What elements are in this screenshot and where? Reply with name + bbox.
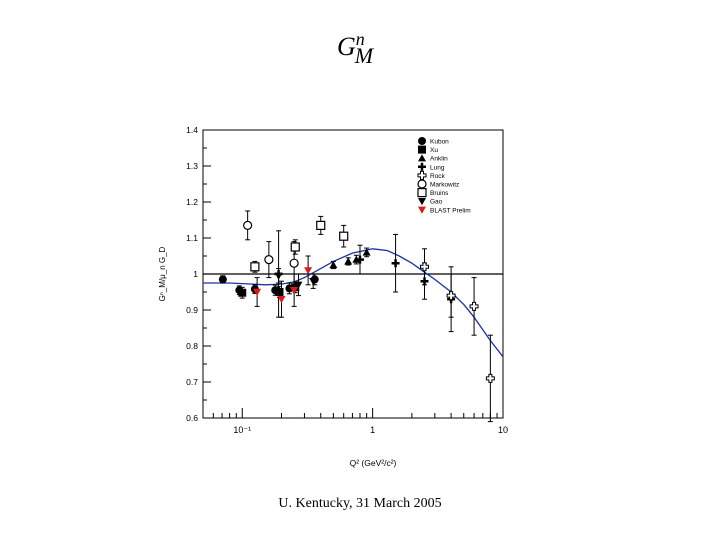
data-point — [250, 262, 260, 272]
title-main: G — [336, 32, 356, 61]
gm-n-chart: 0.6 0.7 0.8 0.9 1 1.1 1.2 1.3 1.4 10⁻¹ 1 10 Q² (GeV²… — [158, 125, 508, 468]
x-tick-label: 10⁻¹ — [233, 425, 251, 435]
legend-entry: Gao — [430, 199, 443, 206]
data-point — [218, 275, 227, 284]
legend-entry: Bruins — [430, 190, 449, 197]
data-point — [304, 267, 313, 275]
data-point — [329, 261, 338, 269]
data-point — [289, 258, 299, 268]
data-point — [391, 259, 400, 268]
legend-marker — [418, 137, 426, 145]
data-point — [469, 301, 479, 311]
data-point — [316, 220, 326, 231]
slide-title: GnM — [300, 29, 420, 68]
y-tick-label: 1.3 — [186, 161, 198, 171]
y-tick-label: 0.6 — [186, 413, 198, 423]
title-subscript: M — [354, 43, 374, 68]
legend-entry: Rock — [430, 173, 446, 180]
data-point — [420, 262, 430, 272]
legend-marker — [418, 154, 426, 162]
data-point — [238, 288, 247, 297]
data-point — [253, 288, 262, 296]
x-tick-label: 10 — [498, 425, 508, 435]
legend-marker — [418, 206, 426, 214]
y-tick-label: 1.4 — [186, 125, 198, 135]
title-superscript: n — [355, 29, 365, 49]
legend-marker — [418, 198, 426, 206]
data-point — [275, 288, 284, 296]
data-point — [446, 291, 456, 301]
legend-entry: Kubon — [430, 139, 449, 146]
data-point — [485, 373, 495, 383]
data-point — [290, 287, 299, 295]
x-axis-label: Q² (GeV²/c²) — [350, 458, 397, 468]
y-tick-label: 0.7 — [186, 377, 198, 387]
data-point — [294, 281, 303, 289]
data-point — [264, 255, 274, 265]
data-point — [344, 257, 353, 265]
y-tick-label: 1.2 — [186, 197, 198, 207]
slide-footer: U. Kentucky, 31 March 2005 — [278, 496, 442, 511]
legend-entry: Markowitz — [430, 182, 459, 189]
legend-marker — [417, 187, 427, 198]
data-point — [277, 296, 286, 304]
data-point — [274, 272, 283, 280]
data-point — [339, 231, 349, 241]
legend-marker — [417, 179, 427, 189]
data-point — [362, 248, 371, 256]
fit-curve — [203, 248, 504, 358]
y-axis-label: Gⁿ_M/μ_n G_D — [158, 246, 167, 301]
data-point — [290, 242, 300, 252]
y-tick-label: 1 — [193, 269, 198, 279]
y-tick-label: 1.1 — [186, 233, 198, 243]
legend-entry: Xu — [430, 147, 438, 154]
legend-marker — [417, 170, 427, 180]
x-tick-label: 1 — [370, 425, 375, 435]
data-point — [355, 255, 364, 264]
legend-marker — [418, 162, 426, 171]
y-tick-label: 0.8 — [186, 341, 198, 351]
y-tick-label: 0.9 — [186, 305, 198, 315]
data-point — [309, 278, 318, 286]
legend-entry: BLAST Prelim — [430, 207, 471, 214]
legend-entry: Lung — [430, 164, 445, 171]
legend-entry: Anklin — [430, 156, 448, 163]
data-point — [243, 220, 253, 231]
legend-marker — [418, 145, 426, 154]
